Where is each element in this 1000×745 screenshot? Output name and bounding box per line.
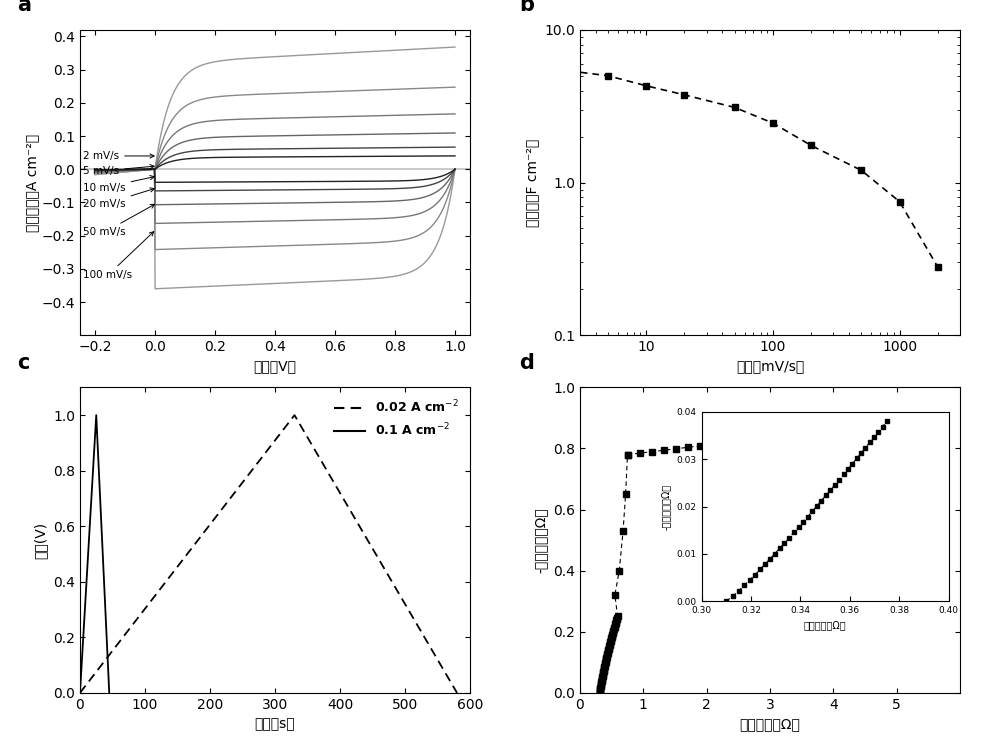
X-axis label: 实部阵抗（Ω）: 实部阵抗（Ω） xyxy=(740,717,800,732)
X-axis label: 时间（s）: 时间（s） xyxy=(255,717,295,732)
Legend: 0.02 A cm$^{-2}$, 0.1 A cm$^{-2}$: 0.02 A cm$^{-2}$, 0.1 A cm$^{-2}$ xyxy=(329,393,464,443)
Text: c: c xyxy=(18,353,30,373)
X-axis label: 电压（V）: 电压（V） xyxy=(254,360,296,374)
Text: b: b xyxy=(519,0,534,16)
Text: 100 mV/s: 100 mV/s xyxy=(83,232,154,280)
Text: d: d xyxy=(519,353,534,373)
Text: 10 mV/s: 10 mV/s xyxy=(83,176,154,192)
Y-axis label: 电流密度（A cm⁻²）: 电流密度（A cm⁻²） xyxy=(25,133,39,232)
Text: a: a xyxy=(18,0,32,16)
X-axis label: 扫速（mV/s）: 扫速（mV/s） xyxy=(736,360,804,374)
Y-axis label: -虚部阵抗（Ω）: -虚部阵抗（Ω） xyxy=(534,507,548,573)
Text: 20 mV/s: 20 mV/s xyxy=(83,188,154,209)
Y-axis label: 电压(V): 电压(V) xyxy=(34,522,48,559)
Text: 50 mV/s: 50 mV/s xyxy=(83,204,155,238)
Y-axis label: 面电容（F cm⁻²）: 面电容（F cm⁻²） xyxy=(525,139,539,226)
Text: 2 mV/s: 2 mV/s xyxy=(83,151,154,161)
Text: 5 mV/s: 5 mV/s xyxy=(83,165,154,176)
